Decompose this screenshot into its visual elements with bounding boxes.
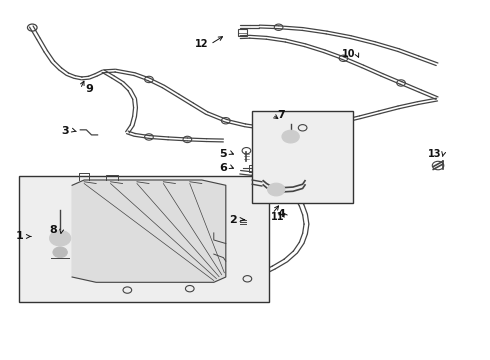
Text: 11: 11 bbox=[271, 212, 284, 222]
Text: 10: 10 bbox=[342, 49, 355, 59]
Circle shape bbox=[53, 247, 67, 258]
Bar bbox=[238, 29, 247, 36]
Circle shape bbox=[49, 230, 71, 246]
Bar bbox=[249, 165, 259, 172]
Text: 7: 7 bbox=[277, 110, 285, 120]
Text: 9: 9 bbox=[85, 84, 93, 94]
Bar bbox=[19, 176, 269, 302]
Polygon shape bbox=[72, 180, 226, 282]
Text: 13: 13 bbox=[428, 149, 441, 158]
Text: 8: 8 bbox=[49, 225, 57, 235]
Text: 2: 2 bbox=[229, 215, 237, 225]
Text: 1: 1 bbox=[15, 231, 23, 242]
Text: 12: 12 bbox=[195, 39, 209, 49]
Circle shape bbox=[268, 183, 285, 196]
Bar bbox=[252, 111, 353, 203]
Circle shape bbox=[282, 130, 299, 143]
Text: 3: 3 bbox=[61, 126, 69, 136]
Text: 6: 6 bbox=[220, 163, 227, 173]
Text: 4: 4 bbox=[277, 208, 285, 219]
Text: 5: 5 bbox=[220, 149, 227, 158]
